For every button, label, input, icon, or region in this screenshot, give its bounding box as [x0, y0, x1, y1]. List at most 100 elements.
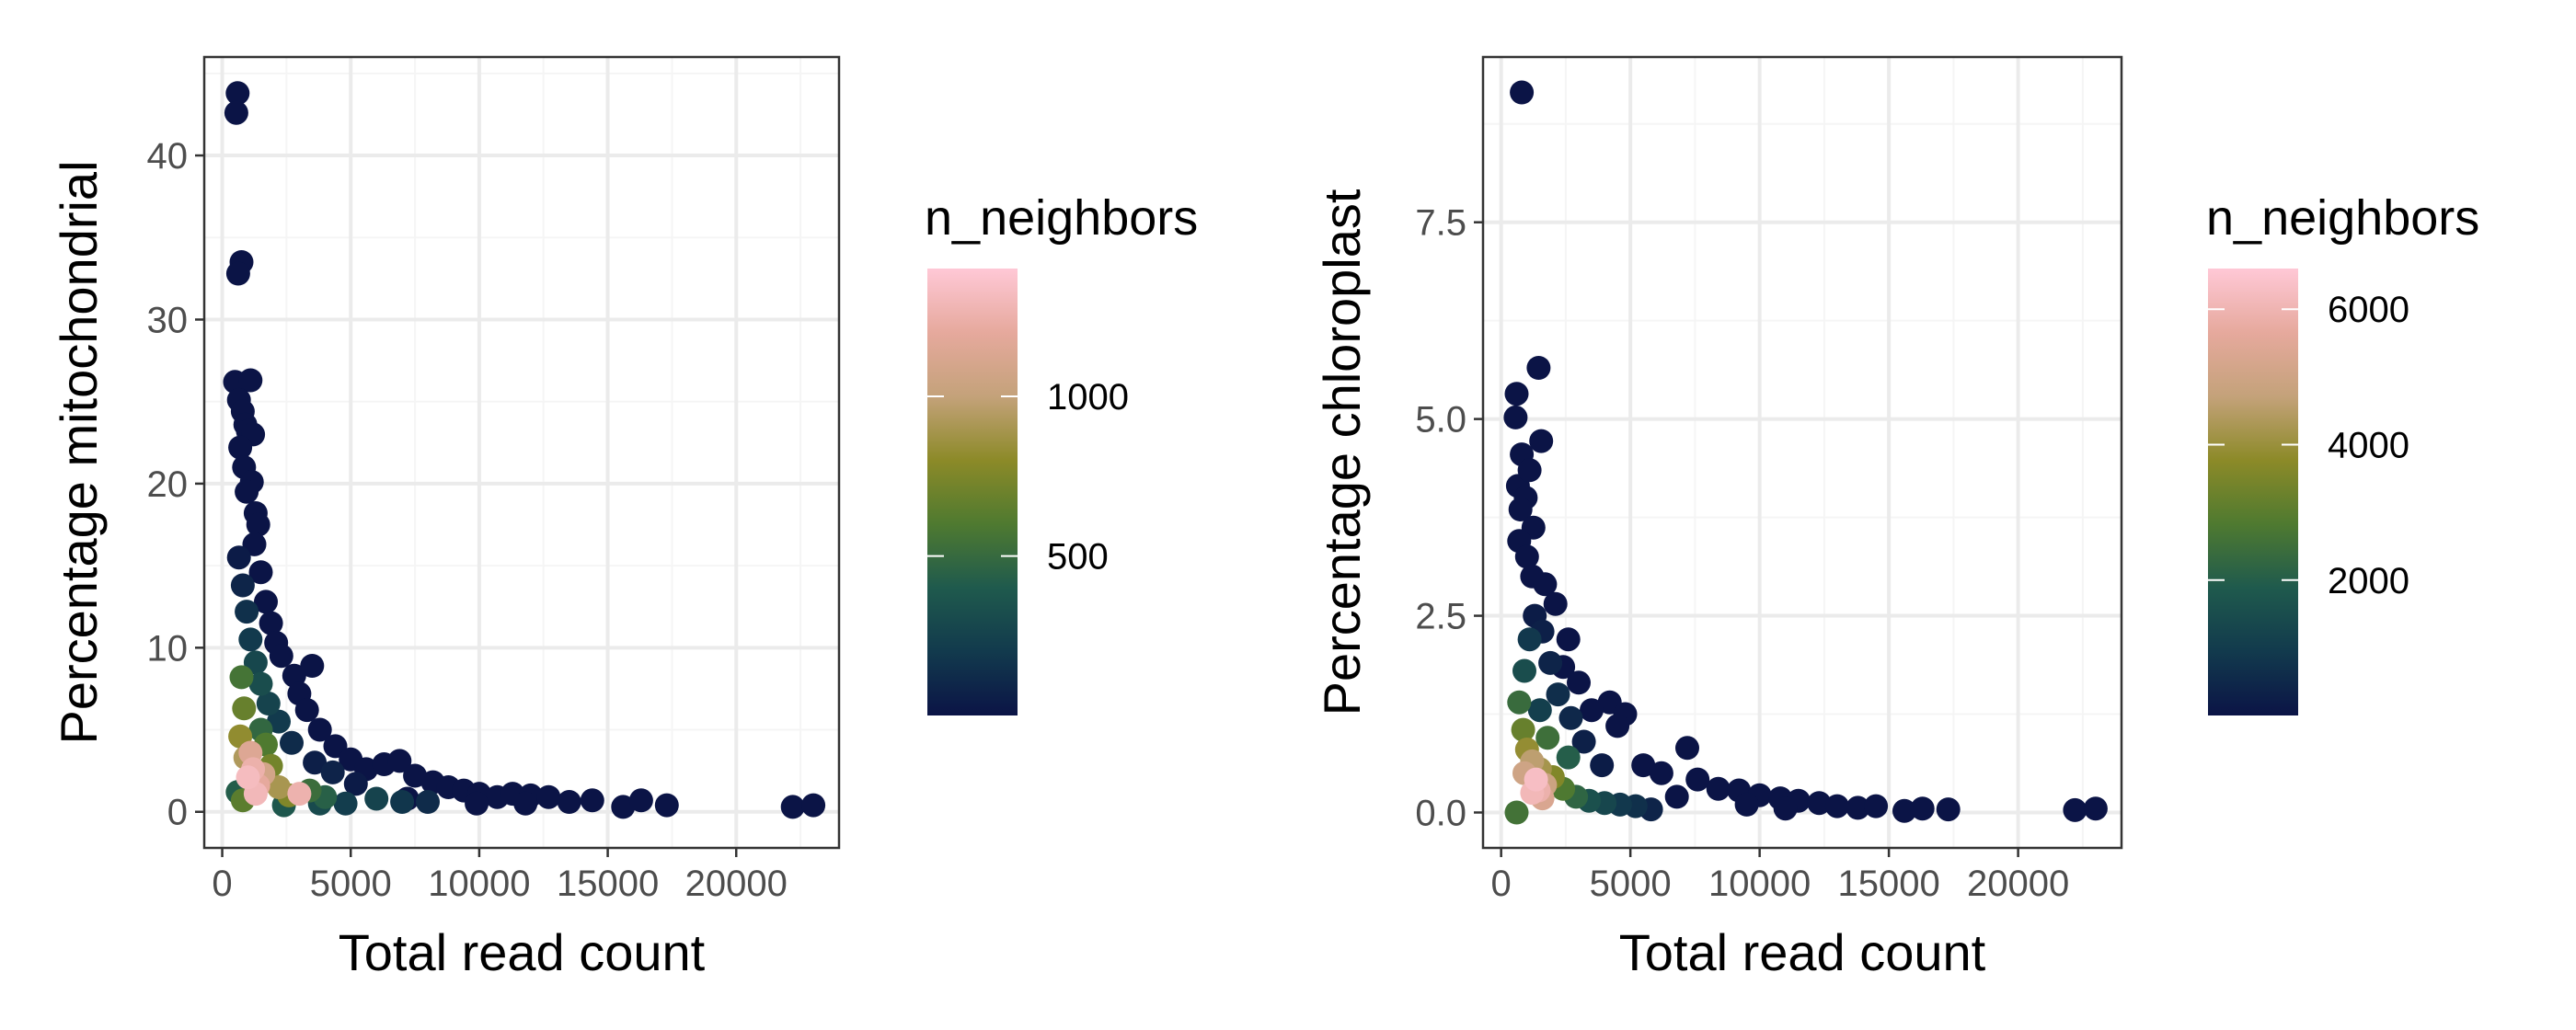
- scatter-point: [269, 644, 293, 669]
- x-tick-label: 20000: [1967, 864, 2069, 904]
- scatter-point: [287, 782, 312, 807]
- scatter-point: [1510, 80, 1535, 105]
- scatter-point: [364, 786, 389, 811]
- x-tick-label: 20000: [685, 864, 788, 904]
- chart-2-legend-title: n_neighbors: [2206, 190, 2479, 246]
- legend-tick-label: 500: [1047, 537, 1109, 578]
- scatter-point: [230, 573, 255, 598]
- scatter-point: [1649, 761, 1673, 785]
- scatter-point: [1846, 795, 1870, 820]
- scatter-point: [1511, 717, 1535, 742]
- scatter-point: [228, 435, 253, 460]
- scatter-point: [1503, 405, 1528, 429]
- y-tick-label: 30: [147, 300, 189, 340]
- chart-2-legend-ticks: 2000 4000 6000: [2208, 290, 2409, 601]
- scatter-point: [1910, 796, 1935, 821]
- scatter-point: [307, 717, 332, 742]
- scatter-point: [403, 763, 428, 788]
- scatter-point: [628, 788, 653, 813]
- scatter-point: [416, 790, 440, 814]
- scatter-point: [1936, 797, 1961, 822]
- chart-2-legend-colorbar: [2208, 269, 2298, 715]
- scatter-point: [1529, 429, 1554, 453]
- x-tick-label: 10000: [428, 864, 530, 904]
- y-tick-label: 0.0: [1415, 793, 1466, 833]
- legend-tick-label: 4000: [2328, 425, 2409, 465]
- scatter-point: [1864, 794, 1889, 818]
- scatter-point: [1504, 382, 1529, 406]
- scatter-point: [387, 749, 412, 773]
- scatter-point: [1580, 698, 1604, 723]
- chart-1-legend-colorbar: [927, 269, 1018, 715]
- scatter-point: [1706, 776, 1731, 801]
- x-tick-label: 10000: [1708, 864, 1811, 904]
- scatter-point: [280, 730, 304, 755]
- scatter-point: [1605, 714, 1630, 738]
- scatter-point: [1734, 792, 1759, 817]
- scatter-point: [1538, 650, 1563, 675]
- legend-tick-label: 2000: [2328, 561, 2409, 601]
- scatter-point: [243, 650, 268, 675]
- chart-2-legend: n_neighbors 2000 4000 6000: [2206, 190, 2479, 715]
- scatter-point: [1504, 800, 1529, 825]
- chart-2-panel-border: [1481, 55, 2123, 850]
- chart-2-y-axis: 0.0 2.5 5.0 7.5: [1415, 203, 1483, 833]
- scatter-point: [1675, 736, 1699, 761]
- scatter-point: [780, 795, 805, 819]
- scatter-point: [2063, 797, 2087, 822]
- scatter-point: [1517, 458, 1542, 483]
- scatter-point: [1546, 682, 1570, 707]
- scatter-point: [1517, 627, 1542, 652]
- scatter-point: [1567, 670, 1591, 695]
- chart-2-points: [1503, 80, 2108, 825]
- scatter-point: [1824, 794, 1849, 818]
- y-tick-label: 20: [147, 464, 189, 505]
- x-tick-label: 5000: [310, 864, 392, 904]
- y-tick-label: 2.5: [1415, 597, 1466, 637]
- scatter-point: [256, 692, 281, 715]
- chart-1-legend-title: n_neighbors: [925, 190, 1198, 246]
- chart-2-y-axis-title: Percentage chloroplast: [1313, 189, 1371, 715]
- chart-1-grid: [204, 57, 839, 848]
- scatter-point: [1685, 767, 1710, 792]
- scatter-point: [267, 709, 291, 734]
- y-tick-label: 7.5: [1415, 203, 1466, 244]
- scatter-point: [1807, 791, 1832, 816]
- scatter-point: [226, 545, 251, 570]
- scatter-point: [390, 790, 415, 814]
- x-tick-label: 5000: [1590, 864, 1672, 904]
- scatter-point: [465, 791, 489, 816]
- chart-1-x-axis: 0 5000 10000 15000 20000: [212, 848, 788, 904]
- scatter-point: [1892, 798, 1916, 823]
- scatter-point: [238, 627, 263, 652]
- scatter-point: [1556, 745, 1581, 770]
- scatter-point: [300, 654, 325, 678]
- scatter-point: [254, 589, 278, 614]
- scatter-point: [235, 479, 259, 504]
- scatter-point: [1631, 753, 1656, 778]
- scatter-point: [1558, 705, 1583, 730]
- scatter-point: [611, 795, 636, 819]
- scatter-point: [303, 750, 328, 775]
- scatter-point: [224, 100, 248, 125]
- chart-2-panel-background: [1483, 57, 2122, 848]
- scatter-point: [1664, 784, 1689, 809]
- scatter-point: [282, 663, 306, 688]
- scatter-point: [238, 368, 263, 393]
- scatter-point: [1524, 767, 1548, 792]
- x-tick-label: 15000: [557, 864, 659, 904]
- chart-1-legend: n_neighbors 500 1000: [925, 190, 1198, 715]
- scatter-point: [1543, 591, 1568, 616]
- scatter-point: [536, 784, 561, 809]
- scatter-point: [320, 760, 345, 784]
- chart-2-x-axis: 0 5000 10000 15000 20000: [1491, 848, 2069, 904]
- scatter-point: [294, 698, 319, 723]
- x-tick-label: 0: [212, 864, 232, 904]
- y-tick-label: 40: [147, 136, 189, 177]
- scatter-point: [232, 696, 257, 721]
- scatter-point: [654, 793, 679, 818]
- scatter-point: [801, 793, 826, 818]
- scatter-point: [1773, 796, 1798, 821]
- scatter-point: [333, 791, 358, 816]
